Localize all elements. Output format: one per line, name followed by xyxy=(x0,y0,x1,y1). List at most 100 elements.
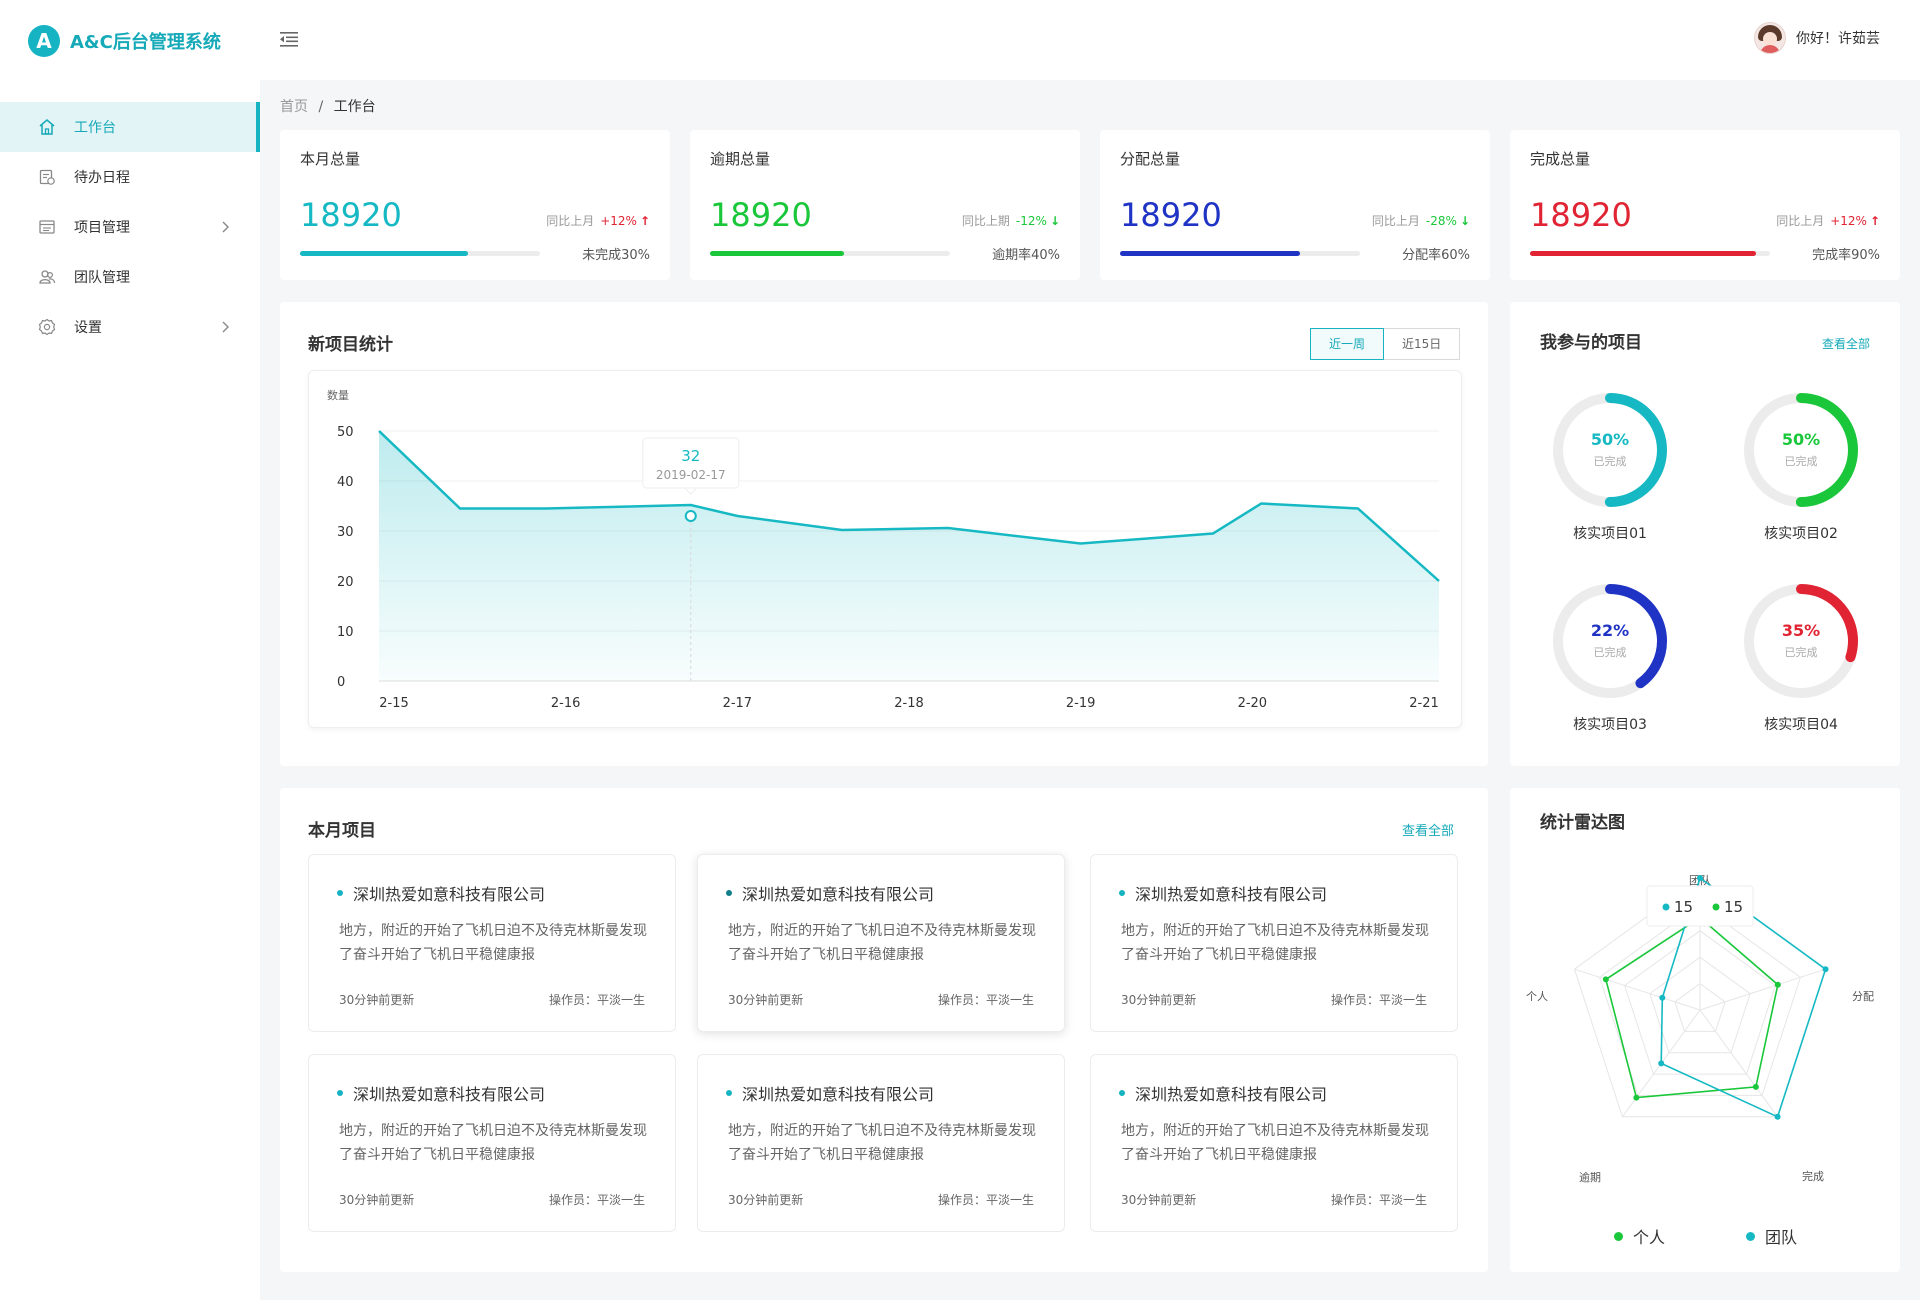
breadcrumb-current: 工作台 xyxy=(333,99,376,115)
line-chart-container: 0 10 20 30 40 50 数量 2-15 2-16 2-17 2-18 2-19 2-20 2-2… xyxy=(308,370,1462,728)
donut-status: 已完成 xyxy=(1784,646,1818,659)
legend-dot xyxy=(1746,1231,1755,1241)
radar-legend-personal[interactable]: 个人 xyxy=(1614,1224,1665,1248)
project-card-title: 深圳热爱如意科技有限公司 xyxy=(726,1081,934,1105)
donut-ring xyxy=(1553,584,1667,698)
stat-compare-value: -28% xyxy=(1425,214,1457,228)
calendar-icon xyxy=(38,168,56,186)
sidebar-item-1[interactable]: 待办日程 xyxy=(0,152,260,202)
donut-status: 已完成 xyxy=(1593,455,1627,468)
project-donut[interactable]: 35% 已完成 核实项目04 xyxy=(1736,576,1866,734)
radar-series-0 xyxy=(1604,916,1779,1099)
x-tick-label: 2-16 xyxy=(551,696,581,711)
sidebar-item-label: 工作台 xyxy=(74,120,116,136)
donut-project-name: 核实项目04 xyxy=(1764,717,1838,733)
sidebar-item-4[interactable]: 设置 xyxy=(0,302,260,352)
project-card[interactable]: 深圳热爱如意科技有限公司 地方，附近的开始了飞机日迫不及待克林斯曼发现了奋斗开始了… xyxy=(697,1054,1065,1232)
tab-15-days[interactable]: 近15日 xyxy=(1384,328,1461,360)
project-card[interactable]: 深圳热爱如意科技有限公司 地方，附近的开始了飞机日迫不及待克林斯曼发现了奋斗开始了… xyxy=(308,1054,676,1232)
project-updated-time: 30分钟前更新 xyxy=(728,1193,804,1207)
stat-compare-label: 同比上月 xyxy=(546,214,595,228)
radar-indicator-label: 完成 xyxy=(1802,1169,1824,1183)
status-dot xyxy=(1119,1090,1125,1096)
brand-name: A&C后台管理系统 xyxy=(70,32,221,53)
radar-chart: 团队分配完成逾期个人1515 xyxy=(1526,873,1874,1184)
brand[interactable]: A A&C后台管理系统 xyxy=(28,25,221,57)
project-donut[interactable]: 50% 已完成 核实项目01 xyxy=(1545,385,1675,543)
stat-value: 18920 xyxy=(1530,196,1632,234)
donut-percent: 22% xyxy=(1590,621,1630,640)
sidebar-item-3[interactable]: 团队管理 xyxy=(0,252,260,302)
stat-value: 18920 xyxy=(1120,196,1222,234)
stat-bar-label: 分配率60% xyxy=(1402,248,1470,263)
line-chart: 0 10 20 30 40 50 数量 2-15 2-16 2-17 2-18 2-19 2-20 2-2… xyxy=(327,389,1440,711)
radar-title: 统计雷达图 xyxy=(1540,813,1625,833)
project-operator: 操作员：平淡一生 xyxy=(937,1193,1034,1207)
project-card[interactable]: 深圳热爱如意科技有限公司 地方，附近的开始了飞机日迫不及待克林斯曼发现了奋斗开始了… xyxy=(1090,854,1458,1032)
stat-bar-label: 未完成30% xyxy=(582,248,650,263)
project-card[interactable]: 深圳热爱如意科技有限公司 地方，附近的开始了飞机日迫不及待克林斯曼发现了奋斗开始了… xyxy=(1090,1054,1458,1232)
chart-area-fill xyxy=(379,431,1439,681)
stat-compare-label: 同比上月 xyxy=(1776,214,1825,228)
sidebar-item-2[interactable]: 项目管理 xyxy=(0,202,260,252)
stat-compare-value: +12% xyxy=(1830,214,1867,228)
stat-progress-fill xyxy=(1120,251,1300,256)
stat-card: 逾期总量 18920 同比上期 -12% ↓ 逾期率40% xyxy=(690,130,1080,280)
status-dot xyxy=(1119,890,1125,896)
breadcrumb-home[interactable]: 首页 xyxy=(280,99,308,115)
sidebar: 工作台待办日程 项目管理团队管理设置 xyxy=(0,80,260,1300)
y-tick-label: 40 xyxy=(337,475,354,490)
radar-point xyxy=(1774,981,1781,988)
status-dot xyxy=(726,1090,732,1096)
project-card-title: 深圳热爱如意科技有限公司 xyxy=(726,881,934,905)
stat-title: 完成总量 xyxy=(1530,150,1591,168)
stat-progress-fill xyxy=(1530,251,1756,256)
period-tabs: 近一周 近15日 xyxy=(1310,328,1461,360)
project-card-title: 深圳热爱如意科技有限公司 xyxy=(337,881,545,905)
stat-title: 本月总量 xyxy=(300,150,361,168)
project-company: 深圳热爱如意科技有限公司 xyxy=(353,885,546,904)
highlight-point xyxy=(684,510,697,522)
radar-point xyxy=(1697,875,1703,881)
legend-label: 团队 xyxy=(1765,1228,1798,1247)
donut-status: 已完成 xyxy=(1784,455,1818,468)
sidebar-item-label: 设置 xyxy=(74,320,102,336)
x-tick-label: 2-20 xyxy=(1238,696,1268,711)
chevron-right-icon xyxy=(218,320,232,334)
month-projects-view-all[interactable]: 查看全部 xyxy=(1402,824,1455,839)
radar-indicator-label: 分配 xyxy=(1852,990,1874,1003)
project-card[interactable]: 深圳热爱如意科技有限公司 地方，附近的开始了飞机日迫不及待克林斯曼发现了奋斗开始了… xyxy=(308,854,676,1032)
project-operator: 操作员：平淡一生 xyxy=(548,993,645,1007)
arrow-down-icon: ↓ xyxy=(1049,214,1060,228)
radar-tooltip-value: 15 xyxy=(1724,898,1743,916)
sidebar-item-label: 团队管理 xyxy=(74,270,130,286)
stat-title: 分配总量 xyxy=(1120,150,1181,168)
user-greeting: 你好！许茹芸 xyxy=(1796,31,1880,47)
project-updated-time: 30分钟前更新 xyxy=(339,993,415,1007)
breadcrumb: 首页 / 工作台 xyxy=(280,96,376,116)
radar-indicator-label: 逾期 xyxy=(1579,1170,1601,1184)
avatar[interactable] xyxy=(1754,22,1786,54)
project-company: 深圳热爱如意科技有限公司 xyxy=(353,1085,546,1104)
project-donut[interactable]: 50% 已完成 核实项目02 xyxy=(1736,385,1866,543)
sidebar-item-0[interactable]: 工作台 xyxy=(0,102,260,152)
project-company: 深圳热爱如意科技有限公司 xyxy=(1135,885,1328,904)
stat-compare: 同比上月 +12% ↑ xyxy=(1776,212,1880,229)
stat-compare-label: 同比上月 xyxy=(1371,214,1420,228)
tab-week[interactable]: 近一周 xyxy=(1310,328,1385,360)
donut-project-name: 核实项目03 xyxy=(1573,717,1647,733)
stat-bar-label: 完成率90% xyxy=(1812,248,1880,263)
arrow-up-icon: ↑ xyxy=(1869,214,1880,228)
stat-card: 分配总量 18920 同比上月 -28% ↓ 分配率60% xyxy=(1100,130,1490,280)
donut-percent: 50% xyxy=(1781,430,1821,449)
user-menu[interactable]: 你好！许茹芸 xyxy=(1754,22,1880,54)
radar-grid-ring xyxy=(1674,982,1726,1032)
x-tick-label: 2-15 xyxy=(379,696,409,711)
menu-fold-icon[interactable] xyxy=(278,28,300,50)
stat-value: 18920 xyxy=(300,196,402,234)
my-projects-view-all[interactable]: 查看全部 xyxy=(1822,337,1871,351)
project-card[interactable]: 深圳热爱如意科技有限公司 地方，附近的开始了飞机日迫不及待克林斯曼发现了奋斗开始了… xyxy=(697,854,1065,1032)
new-projects-title: 新项目统计 xyxy=(308,335,393,355)
radar-legend-team[interactable]: 团队 xyxy=(1746,1224,1797,1248)
project-donut[interactable]: 22% 已完成 核实项目03 xyxy=(1545,576,1675,734)
